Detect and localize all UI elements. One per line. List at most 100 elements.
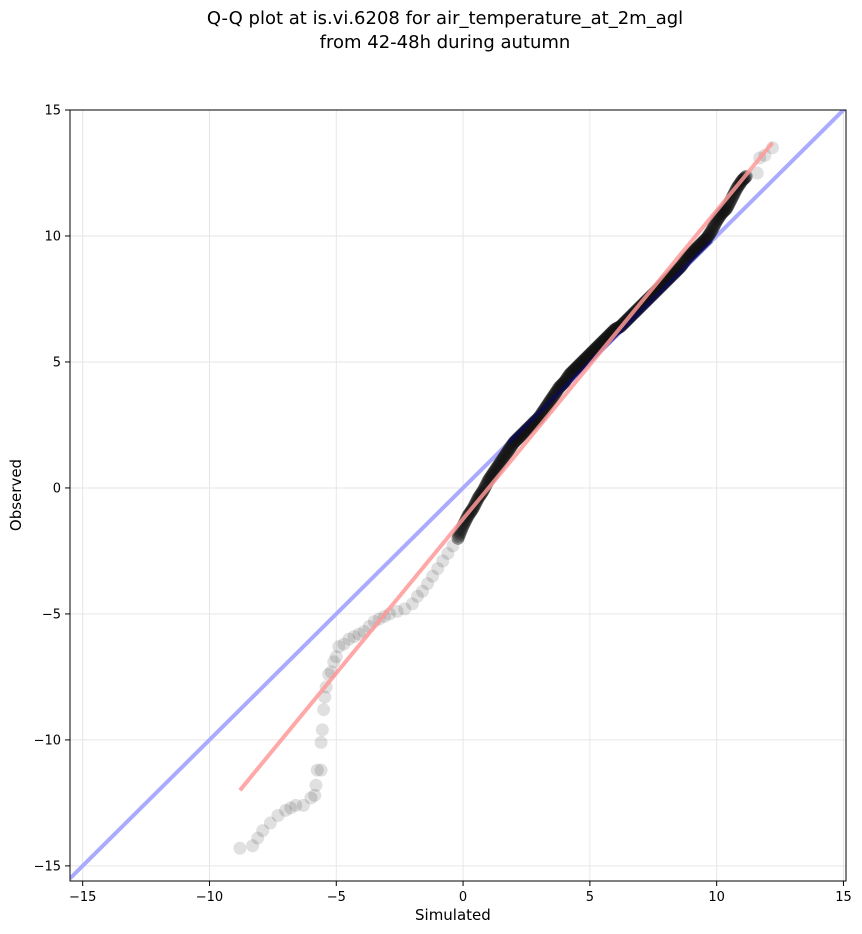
data-point [543, 394, 557, 408]
data-point [522, 420, 536, 434]
data-point [700, 230, 714, 244]
data-point [452, 529, 466, 543]
data-point [514, 429, 528, 443]
data-point-tail [289, 798, 303, 812]
data-point-tail [279, 803, 293, 817]
y-tick-label: 5 [53, 355, 61, 370]
reference-line [70, 110, 846, 880]
data-point-tail [284, 801, 298, 815]
data-point [509, 433, 523, 447]
data-point [673, 260, 687, 274]
data-point [525, 418, 539, 432]
data-point [453, 527, 467, 541]
data-point [547, 388, 561, 402]
data-point [516, 426, 530, 440]
data-point [503, 441, 517, 455]
data-point [696, 235, 710, 249]
data-point-tail [233, 841, 247, 855]
data-point-tail [309, 778, 323, 792]
data-point [691, 240, 705, 254]
data-point [545, 391, 559, 405]
data-point-tail [329, 650, 343, 664]
data-point-tail [431, 562, 445, 576]
data-point [671, 263, 685, 277]
data-point-tail [441, 546, 455, 560]
data-point [492, 458, 506, 472]
data-point [568, 363, 582, 377]
data-point [563, 368, 577, 382]
data-point [507, 436, 521, 450]
data-point [508, 434, 522, 448]
data-point [666, 268, 680, 282]
x-tick-label: 5 [586, 890, 594, 905]
data-point [701, 229, 715, 243]
data-point [582, 348, 596, 362]
plot-frame [69, 109, 847, 882]
data-point [704, 225, 718, 239]
data-point [706, 221, 720, 235]
data-point-tail [390, 604, 404, 618]
data-point-tail [337, 637, 351, 651]
data-point-tail [332, 640, 346, 654]
data-point [558, 374, 572, 388]
data-point-tail [308, 788, 322, 802]
data-point [570, 360, 584, 374]
data-point-tail [352, 627, 366, 641]
data-point [501, 444, 515, 458]
data-point [685, 246, 699, 260]
data-point [506, 437, 520, 451]
data-point [679, 252, 693, 266]
data-point [518, 425, 532, 439]
data-point [525, 417, 539, 431]
data-point [700, 232, 714, 245]
data-point [492, 457, 506, 471]
data-point [541, 397, 555, 411]
x-tick-label: −5 [327, 890, 346, 905]
data-point-tail [398, 602, 412, 616]
data-point [544, 393, 558, 407]
data-point [552, 380, 566, 394]
x-tick-label: 15 [835, 890, 852, 905]
data-point-tail [410, 589, 424, 603]
data-point [553, 379, 567, 393]
data-point [579, 351, 593, 365]
data-point-tail [263, 816, 277, 830]
chart-subtitle: from 42-48h during autumn [319, 32, 571, 53]
data-point [548, 386, 562, 400]
data-point [678, 254, 692, 268]
data-point [552, 381, 566, 395]
data-point [576, 354, 590, 368]
data-point [551, 383, 565, 397]
y-tick-label: 0 [53, 481, 61, 496]
data-point [565, 365, 579, 379]
x-axis-label: Simulated [415, 906, 491, 924]
data-point [564, 366, 578, 380]
data-point [541, 398, 555, 412]
data-point [668, 265, 682, 279]
data-point [692, 239, 706, 253]
data-point [708, 217, 722, 231]
data-point [577, 353, 591, 367]
data-point-tail [314, 735, 328, 749]
data-point [554, 378, 568, 392]
y-tick-label: 10 [44, 229, 61, 244]
x-tick-label: −15 [69, 890, 96, 905]
data-point [684, 247, 698, 261]
data-point [574, 356, 588, 370]
data-point-tail [256, 824, 270, 838]
data-point [682, 249, 696, 263]
data-point [499, 447, 513, 461]
data-point [683, 247, 697, 261]
data-point [702, 228, 716, 242]
data-point-tail [446, 539, 460, 553]
data-point [514, 428, 528, 442]
data-point [697, 234, 711, 248]
data-point [670, 263, 684, 277]
data-point [539, 400, 553, 414]
data-point [560, 371, 574, 385]
data-point [665, 268, 679, 282]
data-point [583, 347, 597, 361]
data-point-tail [342, 632, 356, 646]
data-point [571, 359, 585, 373]
y-axis-label: Observed [7, 458, 26, 532]
